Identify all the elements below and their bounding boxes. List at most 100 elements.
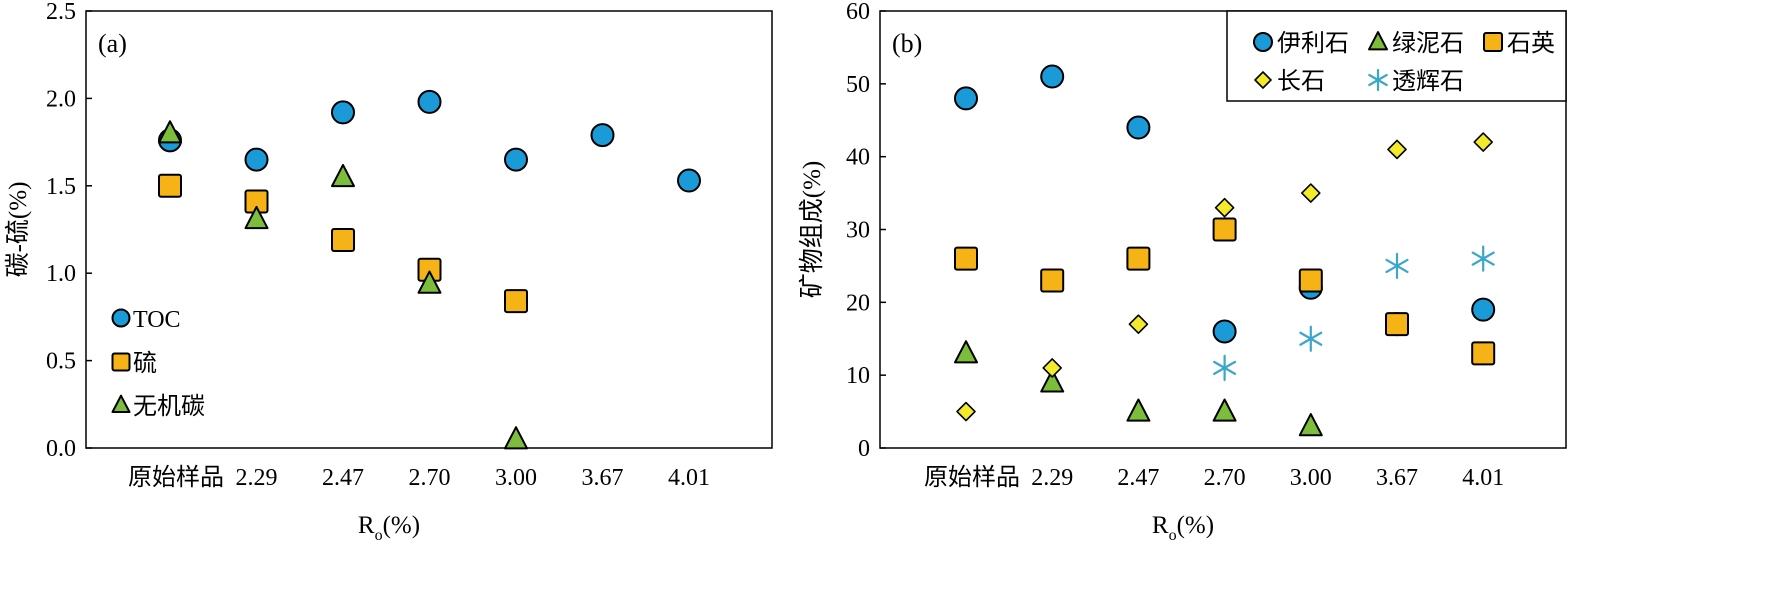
series-长石 (956, 132, 1493, 422)
data-point (504, 289, 528, 314)
x-axis-title: Ro(%) (358, 512, 420, 544)
x-tick-label: 3.00 (1290, 465, 1332, 491)
x-axis-title-rest: (%) (383, 512, 420, 539)
legend-label: 伊利石 (1277, 30, 1349, 57)
legend-label: 硫 (133, 350, 157, 377)
data-point (1298, 268, 1323, 293)
legend-label: 无机碳 (133, 393, 205, 420)
legend-marker-stroke (1368, 73, 1388, 87)
y-tick-label: 50 (846, 72, 870, 98)
data-point (590, 123, 615, 148)
data-point-stroke (1471, 251, 1495, 266)
data-point (1213, 354, 1237, 381)
data-point (1212, 319, 1237, 344)
data-point (504, 426, 528, 450)
x-axis-title-r: R (1152, 512, 1169, 539)
legend-marker (111, 308, 131, 328)
y-tick-label: 20 (846, 290, 870, 316)
data-point (1040, 369, 1065, 393)
data-point (1473, 132, 1493, 152)
data-point (1042, 358, 1062, 378)
series-硫 (158, 173, 528, 314)
legend-marker (1483, 32, 1503, 52)
x-axis-title-r: R (358, 512, 375, 539)
data-point (331, 227, 355, 252)
y-tick-label: 60 (846, 0, 870, 25)
x-tick-label: 4.01 (668, 465, 710, 491)
chart-panel-b: 0 10 20 30 40 50 60 原始样品 2.29 2.47 2.70 3.00 3.67 4.0… (798, 0, 1567, 544)
data-point (244, 147, 269, 172)
series-无机碳 (158, 120, 528, 450)
data-point (1126, 398, 1151, 422)
x-tick-label: 2.47 (322, 465, 364, 491)
y-tick-label: 30 (846, 218, 870, 244)
x-tick-label: 2.70 (409, 465, 451, 491)
panel-label: (b) (892, 29, 922, 58)
data-point (677, 168, 701, 193)
series-TOC (158, 89, 701, 193)
legend-label: 绿泥石 (1392, 30, 1464, 57)
y-tick-label: 40 (846, 145, 870, 171)
data-point (954, 86, 978, 111)
data-point (1126, 246, 1151, 271)
legend-marker (1368, 68, 1388, 92)
legend-marker (111, 352, 131, 372)
x-tick-label: 2.47 (1117, 465, 1159, 491)
x-axis-title: Ro(%) (1152, 512, 1214, 544)
y-tick-label: 1.5 (46, 174, 76, 200)
data-point-stroke (1213, 360, 1237, 375)
y-tick-label: 0.5 (46, 349, 76, 375)
x-tick-label: 3.00 (495, 465, 537, 491)
data-point-stroke (1385, 258, 1409, 274)
x-tick-label: 原始样品 (128, 464, 224, 491)
data-point (417, 89, 442, 114)
data-point (1471, 297, 1496, 322)
data-point (1471, 245, 1495, 272)
data-point (1387, 139, 1407, 160)
x-axis-title-rest: (%) (1177, 512, 1214, 539)
x-tick-label: 2.70 (1204, 465, 1246, 491)
y-tick-label: 2.5 (46, 0, 76, 25)
legend-label: 长石 (1277, 68, 1325, 95)
data-point (331, 100, 355, 125)
data-point (1212, 217, 1237, 242)
data-point (1301, 183, 1321, 203)
x-tick-label: 3.67 (582, 465, 624, 491)
legend-label: 石英 (1507, 30, 1555, 57)
data-point (1385, 252, 1409, 280)
data-point (956, 401, 976, 422)
legend-label: 透辉石 (1392, 68, 1464, 95)
data-point (1385, 312, 1409, 337)
y-tick-label: 1.0 (46, 261, 76, 287)
data-point (1299, 325, 1323, 352)
y-tick-label: 2.0 (46, 86, 76, 112)
data-point (1298, 413, 1323, 437)
data-point (331, 163, 355, 188)
legend-box (1226, 10, 1567, 102)
data-point (158, 173, 182, 198)
data-point-stroke (1299, 331, 1323, 346)
series-石英 (954, 217, 1496, 366)
y-axis-title: 碳-硫(%) (4, 182, 32, 278)
x-tick-label: 2.29 (1031, 465, 1073, 491)
data-point (1128, 314, 1149, 334)
data-point (244, 205, 269, 230)
plot-frame (85, 10, 773, 449)
data-point (504, 147, 528, 172)
y-axis-title: 矿物组成(%) (798, 161, 826, 298)
data-point (1126, 115, 1151, 140)
data-point (1214, 197, 1235, 218)
data-point (954, 340, 978, 364)
data-point (1040, 64, 1065, 89)
legend-label: TOC (133, 307, 181, 333)
x-tick-label: 2.29 (236, 465, 278, 491)
series-透辉石 (1213, 245, 1495, 381)
data-point (158, 120, 182, 144)
y-tick-label: 0 (858, 436, 870, 462)
legend-marker (1368, 31, 1388, 51)
panel-label: (a) (98, 29, 127, 58)
legend-marker (111, 394, 131, 414)
